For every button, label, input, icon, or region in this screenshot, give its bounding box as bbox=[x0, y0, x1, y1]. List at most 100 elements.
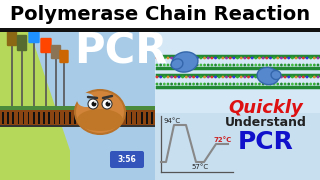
FancyBboxPatch shape bbox=[17, 35, 27, 51]
Circle shape bbox=[236, 83, 239, 85]
Circle shape bbox=[284, 76, 286, 78]
Circle shape bbox=[170, 64, 173, 66]
Circle shape bbox=[247, 64, 250, 66]
Circle shape bbox=[295, 76, 298, 78]
Ellipse shape bbox=[75, 90, 125, 134]
Circle shape bbox=[185, 83, 188, 85]
Bar bbox=[0, 106, 155, 110]
Text: Understand: Understand bbox=[225, 116, 307, 129]
Circle shape bbox=[214, 76, 217, 78]
Circle shape bbox=[232, 76, 235, 78]
Circle shape bbox=[247, 57, 250, 59]
Circle shape bbox=[196, 57, 199, 59]
Circle shape bbox=[251, 76, 253, 78]
Circle shape bbox=[178, 64, 180, 66]
Circle shape bbox=[247, 76, 250, 78]
Bar bbox=[146, 112, 148, 124]
Circle shape bbox=[214, 83, 217, 85]
FancyBboxPatch shape bbox=[28, 27, 40, 43]
Circle shape bbox=[170, 76, 173, 78]
Circle shape bbox=[280, 76, 283, 78]
Circle shape bbox=[280, 64, 283, 66]
Circle shape bbox=[181, 83, 184, 85]
Bar bbox=[151, 112, 153, 124]
Circle shape bbox=[203, 64, 206, 66]
Circle shape bbox=[207, 83, 210, 85]
Circle shape bbox=[199, 57, 202, 59]
Circle shape bbox=[258, 64, 261, 66]
Circle shape bbox=[247, 83, 250, 85]
Text: 94°C: 94°C bbox=[164, 118, 181, 124]
Circle shape bbox=[203, 57, 206, 59]
Circle shape bbox=[273, 57, 276, 59]
Circle shape bbox=[265, 64, 268, 66]
Circle shape bbox=[240, 76, 243, 78]
Circle shape bbox=[225, 76, 228, 78]
Circle shape bbox=[221, 76, 224, 78]
Circle shape bbox=[273, 83, 276, 85]
Circle shape bbox=[316, 64, 319, 66]
Circle shape bbox=[181, 57, 184, 59]
FancyBboxPatch shape bbox=[110, 151, 144, 168]
Polygon shape bbox=[30, 32, 155, 180]
Circle shape bbox=[211, 64, 213, 66]
Circle shape bbox=[174, 57, 177, 59]
Circle shape bbox=[262, 83, 265, 85]
Bar bbox=[84, 112, 86, 124]
Bar bbox=[74, 112, 76, 124]
Circle shape bbox=[163, 83, 166, 85]
Bar bbox=[90, 112, 91, 124]
Circle shape bbox=[178, 83, 180, 85]
Bar bbox=[2, 112, 4, 124]
Bar bbox=[69, 112, 71, 124]
Circle shape bbox=[284, 83, 286, 85]
Circle shape bbox=[221, 57, 224, 59]
Circle shape bbox=[269, 76, 272, 78]
Circle shape bbox=[229, 76, 232, 78]
Circle shape bbox=[236, 76, 239, 78]
Circle shape bbox=[306, 64, 308, 66]
Circle shape bbox=[159, 83, 162, 85]
Circle shape bbox=[284, 64, 286, 66]
Circle shape bbox=[229, 83, 232, 85]
Circle shape bbox=[254, 64, 257, 66]
Bar bbox=[18, 112, 19, 124]
Circle shape bbox=[244, 76, 246, 78]
Circle shape bbox=[218, 64, 220, 66]
Circle shape bbox=[94, 101, 96, 103]
Circle shape bbox=[196, 76, 199, 78]
Circle shape bbox=[211, 83, 213, 85]
Circle shape bbox=[156, 76, 158, 78]
Circle shape bbox=[258, 83, 261, 85]
Circle shape bbox=[185, 76, 188, 78]
Circle shape bbox=[188, 64, 191, 66]
Circle shape bbox=[254, 57, 257, 59]
Circle shape bbox=[291, 57, 294, 59]
Text: 72°C: 72°C bbox=[213, 137, 231, 143]
Circle shape bbox=[280, 57, 283, 59]
Circle shape bbox=[291, 64, 294, 66]
Bar bbox=[95, 112, 96, 124]
Ellipse shape bbox=[171, 59, 183, 69]
Bar bbox=[33, 112, 35, 124]
Bar bbox=[141, 112, 142, 124]
Circle shape bbox=[196, 64, 199, 66]
Circle shape bbox=[211, 76, 213, 78]
Circle shape bbox=[295, 64, 298, 66]
Circle shape bbox=[232, 57, 235, 59]
Circle shape bbox=[251, 83, 253, 85]
Circle shape bbox=[203, 76, 206, 78]
Bar bbox=[110, 112, 112, 124]
Ellipse shape bbox=[77, 109, 123, 131]
FancyBboxPatch shape bbox=[40, 38, 52, 53]
Circle shape bbox=[302, 83, 305, 85]
Bar bbox=[120, 112, 122, 124]
Ellipse shape bbox=[257, 68, 279, 85]
Circle shape bbox=[92, 102, 97, 107]
Circle shape bbox=[188, 83, 191, 85]
Circle shape bbox=[218, 57, 220, 59]
Circle shape bbox=[163, 76, 166, 78]
Circle shape bbox=[159, 76, 162, 78]
Circle shape bbox=[309, 76, 312, 78]
Circle shape bbox=[188, 57, 191, 59]
